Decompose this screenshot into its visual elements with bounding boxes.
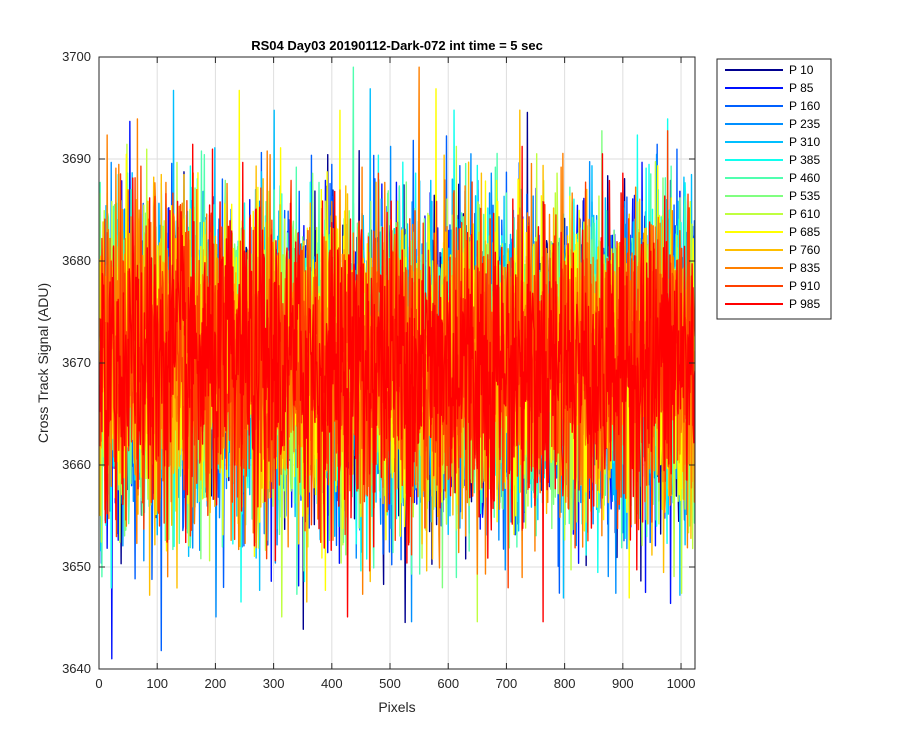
y-tick-label: 3650 — [62, 559, 91, 574]
x-tick-label: 700 — [496, 676, 518, 691]
series-lines — [99, 66, 695, 660]
x-tick-label: 600 — [437, 676, 459, 691]
x-tick-label: 800 — [554, 676, 576, 691]
legend-box — [716, 58, 832, 320]
legend-entry: P 160 — [789, 99, 820, 113]
y-tick-label: 3680 — [62, 253, 91, 268]
legend-entry: P 610 — [789, 207, 820, 221]
y-tick-label: 3690 — [62, 151, 91, 166]
y-tick-label: 3700 — [62, 49, 91, 64]
legend-entry: P 460 — [789, 171, 820, 185]
legend-entry: P 310 — [789, 135, 820, 149]
legend-entry: P 535 — [789, 189, 820, 203]
legend-entry: P 85 — [789, 81, 814, 95]
legend-entry: P 385 — [789, 153, 820, 167]
x-tick-label: 100 — [146, 676, 168, 691]
legend: P 10 P 85 P 160 P 235 P 310 P 385 P 460 P 535 P … — [716, 58, 832, 320]
legend-entry: P 10 — [789, 63, 814, 77]
x-tick-label: 300 — [263, 676, 285, 691]
y-tick-label: 3640 — [62, 661, 91, 676]
x-tick-label: 1000 — [667, 676, 696, 691]
x-tick-label: 500 — [379, 676, 401, 691]
legend-entry: P 835 — [789, 261, 820, 275]
x-tick-label: 200 — [205, 676, 227, 691]
x-tick-label: 400 — [321, 676, 343, 691]
chart-title: RS04 Day03 20190112-Dark-072 int time = … — [251, 38, 543, 53]
legend-entry: P 235 — [789, 117, 820, 131]
x-tick-label: 0 — [95, 676, 102, 691]
x-tick-label: 900 — [612, 676, 634, 691]
series-line — [99, 143, 695, 623]
x-axis-label: Pixels — [378, 699, 415, 715]
y-axis-label: Cross Track Signal (ADU) — [35, 283, 51, 443]
y-tick-label: 3660 — [62, 457, 91, 472]
axis-ticks: 0 100 200 300 400 500 600 700 800 900 1000 3640 3650… — [62, 49, 695, 691]
y-tick-label: 3670 — [62, 355, 91, 370]
legend-entry: P 685 — [789, 225, 820, 239]
legend-entry: P 760 — [789, 243, 820, 257]
legend-entry: P 985 — [789, 297, 820, 311]
legend-entry: P 910 — [789, 279, 820, 293]
